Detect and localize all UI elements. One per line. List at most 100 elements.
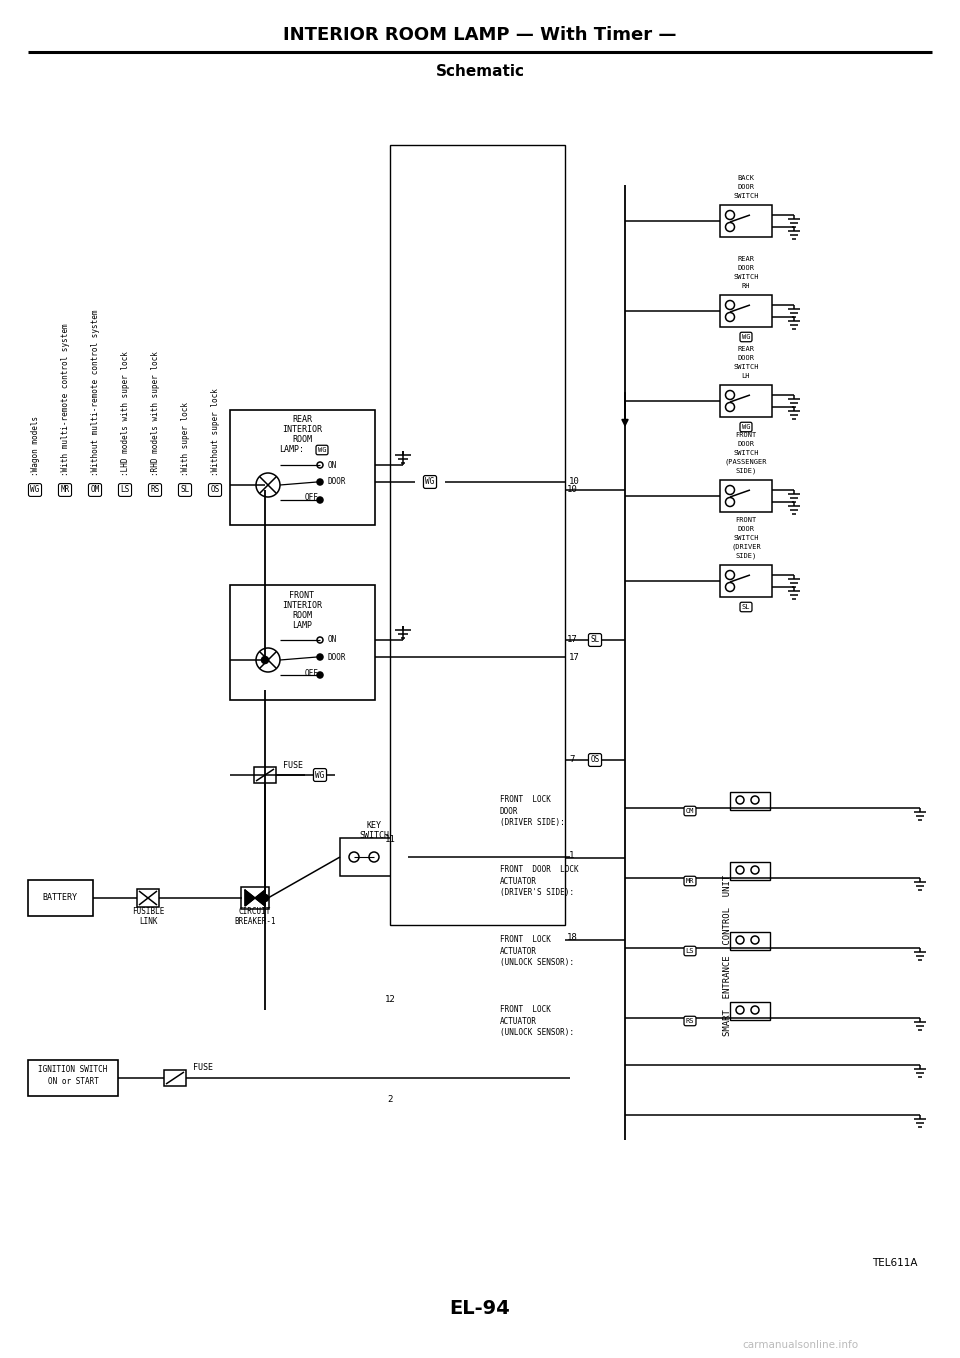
Text: MR: MR <box>685 879 694 884</box>
Circle shape <box>726 402 734 411</box>
Bar <box>720 479 772 512</box>
Circle shape <box>751 1006 759 1014</box>
Text: WG: WG <box>318 447 326 454</box>
Text: RS: RS <box>685 1018 694 1024</box>
Text: DOOR: DOOR <box>737 526 755 532</box>
Text: KEY: KEY <box>367 822 381 831</box>
Text: ROOM: ROOM <box>292 436 312 444</box>
Circle shape <box>726 312 734 322</box>
Circle shape <box>261 895 269 902</box>
Bar <box>730 792 770 809</box>
Text: DOOR: DOOR <box>328 478 347 486</box>
Text: WG: WG <box>425 478 435 486</box>
Text: ACTUATOR: ACTUATOR <box>500 1017 537 1025</box>
Text: TEL611A: TEL611A <box>873 1258 918 1268</box>
Polygon shape <box>245 889 265 906</box>
Text: OFF: OFF <box>305 493 319 502</box>
Text: REAR: REAR <box>737 346 755 352</box>
Text: ACTUATOR: ACTUATOR <box>500 947 537 956</box>
Text: RH: RH <box>742 282 751 289</box>
Text: carmanualsonline.info: carmanualsonline.info <box>742 1340 858 1350</box>
Text: 10: 10 <box>566 486 577 494</box>
Text: FRONT  LOCK: FRONT LOCK <box>500 796 551 804</box>
Circle shape <box>726 497 734 507</box>
Text: OM: OM <box>90 486 100 494</box>
Circle shape <box>736 866 744 875</box>
Text: MR: MR <box>60 486 70 494</box>
Bar <box>720 205 772 238</box>
Text: 1: 1 <box>569 850 575 860</box>
Circle shape <box>261 895 269 902</box>
Circle shape <box>736 796 744 804</box>
Circle shape <box>317 655 323 660</box>
Bar <box>230 585 375 699</box>
Circle shape <box>317 479 323 485</box>
Text: SIDE): SIDE) <box>735 467 756 474</box>
Text: LAMP:: LAMP: <box>279 445 304 455</box>
Text: :Without multi-remote control system: :Without multi-remote control system <box>90 310 100 477</box>
Text: LAMP: LAMP <box>292 621 312 630</box>
Text: (PASSENGER: (PASSENGER <box>725 459 767 466</box>
Text: CIRCUIT: CIRCUIT <box>239 907 271 917</box>
Text: BREAKER-1: BREAKER-1 <box>234 917 276 926</box>
Text: DOOR: DOOR <box>328 652 347 661</box>
Text: LS: LS <box>685 948 694 955</box>
Circle shape <box>726 391 734 399</box>
Text: FRONT  DOOR  LOCK: FRONT DOOR LOCK <box>500 865 579 875</box>
Text: :With super lock: :With super lock <box>180 402 189 477</box>
Circle shape <box>726 486 734 494</box>
Text: LS: LS <box>120 486 130 494</box>
Text: BACK: BACK <box>737 175 755 181</box>
Text: 11: 11 <box>385 835 396 845</box>
Text: FRONT: FRONT <box>735 517 756 523</box>
Text: 18: 18 <box>566 933 577 942</box>
Text: WG: WG <box>316 770 324 779</box>
Text: 2: 2 <box>387 1096 393 1104</box>
Text: :Wagon models: :Wagon models <box>31 416 39 477</box>
Circle shape <box>349 851 359 862</box>
Text: OS: OS <box>590 755 600 765</box>
Bar <box>390 145 565 925</box>
Text: ON or START: ON or START <box>48 1077 99 1086</box>
Text: 7: 7 <box>569 755 575 765</box>
Circle shape <box>736 1006 744 1014</box>
Text: EL-94: EL-94 <box>449 1298 511 1317</box>
Text: SIDE): SIDE) <box>735 553 756 559</box>
Text: SWITCH: SWITCH <box>359 831 389 839</box>
Text: FUSE: FUSE <box>193 1063 213 1073</box>
Text: SWITCH: SWITCH <box>733 193 758 200</box>
Bar <box>730 932 770 951</box>
Text: :With multi-remote control system: :With multi-remote control system <box>60 323 69 477</box>
Text: INTERIOR: INTERIOR <box>282 425 322 435</box>
Text: DOOR: DOOR <box>737 354 755 361</box>
Text: RS: RS <box>151 486 159 494</box>
Bar <box>340 838 408 876</box>
Text: Schematic: Schematic <box>436 64 524 80</box>
Text: ON: ON <box>328 636 337 645</box>
Text: ACTUATOR: ACTUATOR <box>500 876 537 885</box>
Text: BATTERY: BATTERY <box>42 894 78 903</box>
Circle shape <box>261 656 269 664</box>
Circle shape <box>256 648 280 672</box>
Text: DOOR: DOOR <box>737 441 755 447</box>
Circle shape <box>317 672 323 678</box>
Text: FRONT  LOCK: FRONT LOCK <box>500 1005 551 1014</box>
Text: 12: 12 <box>385 995 396 1005</box>
Text: OM: OM <box>685 808 694 813</box>
Text: FRONT: FRONT <box>735 432 756 439</box>
Text: :RHD models with super lock: :RHD models with super lock <box>151 352 159 477</box>
Circle shape <box>726 223 734 231</box>
Text: 10: 10 <box>569 478 580 486</box>
Text: (DRIVER: (DRIVER <box>732 543 761 550</box>
Text: :Without super lock: :Without super lock <box>210 388 220 477</box>
Circle shape <box>726 210 734 220</box>
Text: REAR: REAR <box>737 257 755 262</box>
Text: ROOM: ROOM <box>292 611 312 619</box>
Text: OFF: OFF <box>305 668 319 678</box>
Bar <box>137 889 159 907</box>
Circle shape <box>317 462 323 469</box>
Text: WG: WG <box>31 486 39 494</box>
Bar <box>28 1061 118 1096</box>
Circle shape <box>751 796 759 804</box>
Text: INTERIOR ROOM LAMP — With Timer —: INTERIOR ROOM LAMP — With Timer — <box>283 26 677 43</box>
